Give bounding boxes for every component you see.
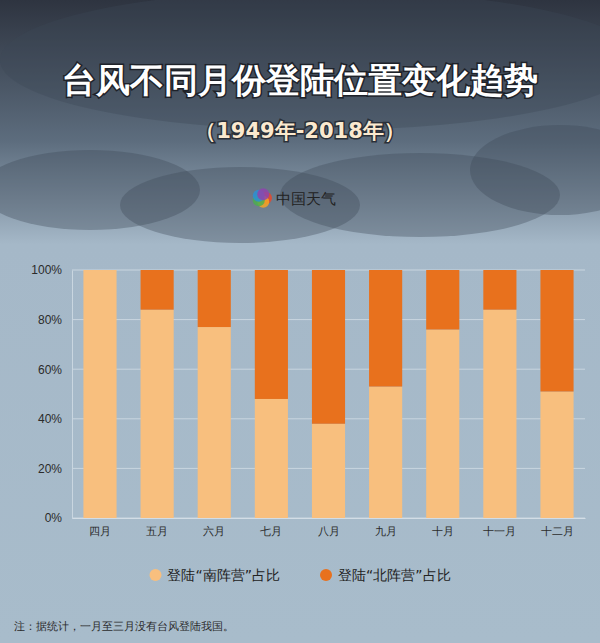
series [83, 270, 573, 518]
legend-item: 登陆“北阵营”占比 [320, 567, 451, 583]
logo [257, 188, 269, 200]
tick: 十一月 [483, 518, 516, 537]
bar [540, 392, 573, 518]
tick-label: 40% [38, 412, 62, 426]
title: 台风不同月份登陆位置变化趋势 [62, 60, 538, 100]
tick: 20% [38, 462, 72, 476]
bar [141, 310, 174, 518]
tick-label: 100% [31, 263, 62, 277]
tick-label: 九月 [375, 525, 397, 537]
tick: 四月 [89, 518, 111, 537]
tick-label: 六月 [203, 525, 225, 537]
tick-label: 20% [38, 462, 62, 476]
tick: 六月 [203, 518, 225, 537]
tick-label: 0% [45, 511, 63, 525]
y-axis: 0% 20% 40% 60% 80% 100% [31, 263, 72, 525]
bar [141, 270, 174, 310]
legend-label: 登陆“北阵营”占比 [338, 567, 451, 583]
bar [255, 270, 288, 399]
tick-label: 四月 [89, 525, 111, 537]
legend-swatch [149, 569, 161, 581]
background [0, 0, 600, 643]
bar [369, 270, 402, 387]
bars [83, 270, 573, 518]
bar [483, 310, 516, 518]
tick-label: 十二月 [541, 525, 574, 537]
grid [72, 270, 585, 518]
axis-line [73, 518, 586, 519]
cloud [0, 0, 600, 130]
bar [369, 387, 402, 518]
bar [83, 270, 116, 271]
legend-swatch [320, 569, 332, 581]
legend: 登陆“南阵营”占比 登陆“北阵营”占比 [149, 567, 450, 583]
note: 注：据统计，一月至三月没有台风登陆我国。 [14, 620, 234, 633]
tick: 九月 [375, 518, 397, 537]
tick: 60% [38, 363, 72, 377]
bar [312, 270, 345, 424]
tick: 100% [31, 263, 72, 277]
tick-label: 十一月 [483, 525, 516, 537]
tick: 40% [38, 412, 72, 426]
legend-item: 登陆“南阵营”占比 [149, 567, 280, 583]
bar [312, 424, 345, 518]
tick: 七月 [260, 518, 282, 537]
bar [483, 270, 516, 310]
tick: 五月 [146, 518, 168, 537]
bar [540, 270, 573, 392]
tick: 80% [38, 313, 72, 327]
bar [426, 270, 459, 330]
legend-label: 登陆“南阵营”占比 [167, 567, 280, 583]
tick-label: 60% [38, 363, 62, 377]
brand-text: 中国天气 [276, 190, 336, 208]
tick-label: 十月 [432, 525, 454, 537]
tick-label: 八月 [318, 525, 340, 537]
x-axis: 四月 五月 六月 七月 八月 九月 十月 十一月 十二月 [73, 518, 586, 537]
brand: 中国天气 [253, 188, 336, 208]
subtitle: （1949年-2018年） [195, 119, 405, 143]
tick-label: 80% [38, 313, 62, 327]
bar [255, 399, 288, 518]
tick: 0% [45, 511, 72, 525]
tick-label: 七月 [260, 525, 282, 537]
axis-line [72, 271, 73, 519]
bar [83, 270, 116, 518]
tick-label: 五月 [146, 525, 168, 537]
bar [198, 327, 231, 518]
bar [426, 330, 459, 518]
tick: 十二月 [541, 518, 574, 537]
tick: 八月 [318, 518, 340, 537]
series [141, 270, 574, 424]
cloud [470, 125, 600, 215]
tick: 十月 [432, 518, 454, 537]
clouds [0, 0, 600, 243]
bar [198, 270, 231, 327]
chart: 台风不同月份登陆位置变化趋势 （1949年-2018年） 中国天气 0% 20% 40% 6… [0, 0, 600, 643]
